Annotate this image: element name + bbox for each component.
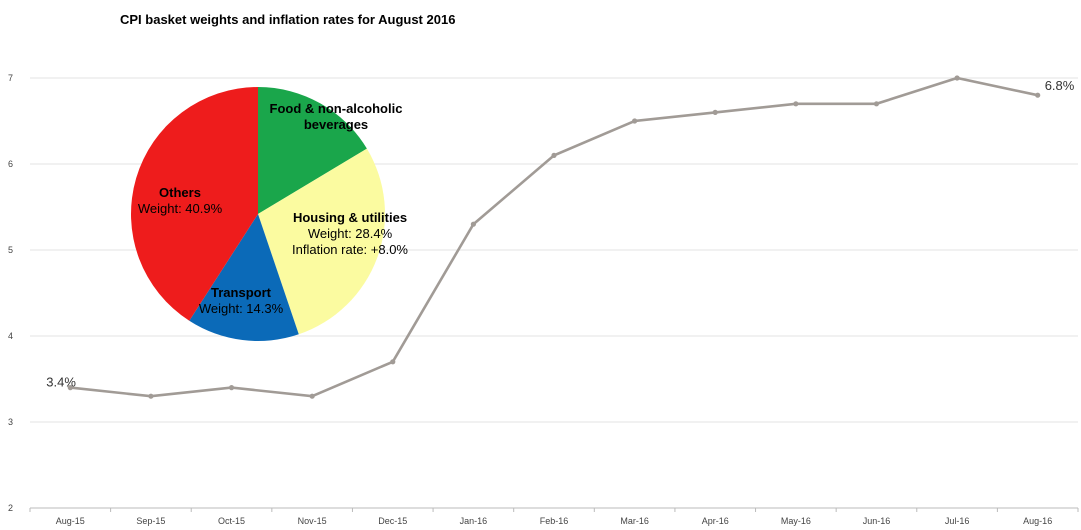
x-tick-label: May-16 — [781, 516, 811, 526]
y-tick-label: 4 — [8, 331, 13, 341]
data-label-last: 6.8% — [1045, 78, 1075, 93]
x-tick-label: Nov-15 — [298, 516, 327, 526]
pie-slice-label: Housing & utilities — [293, 210, 407, 225]
data-point — [470, 221, 476, 227]
x-tick-label: Apr-16 — [702, 516, 729, 526]
pie-slice-label: beverages — [304, 117, 368, 132]
x-tick-label: Jan-16 — [460, 516, 488, 526]
x-tick-label: Dec-15 — [378, 516, 407, 526]
data-point — [712, 109, 718, 115]
data-point — [551, 152, 557, 158]
x-tick-label: Mar-16 — [620, 516, 649, 526]
chart-title: CPI basket weights and inflation rates f… — [120, 12, 455, 27]
pie-slice — [258, 148, 385, 335]
data-point — [632, 118, 638, 124]
x-tick-label: Jul-16 — [945, 516, 970, 526]
cpi-line-series: 3.4% 6.8% — [46, 75, 1075, 399]
pie-slice-label: Food & non-alcoholic — [270, 101, 403, 116]
data-point — [793, 101, 799, 107]
x-tick-label: Feb-16 — [540, 516, 569, 526]
data-label-first: 3.4% — [46, 375, 76, 390]
data-point — [390, 359, 396, 365]
y-tick-label: 7 — [8, 73, 13, 83]
data-point — [309, 393, 315, 399]
pie-slice-label: Weight: 28.4% — [308, 226, 393, 241]
y-axis-ticks: 2 3 4 5 6 7 — [8, 73, 13, 513]
x-tick-label: Aug-15 — [56, 516, 85, 526]
pie-slice — [258, 87, 367, 214]
pie-slice-label: Others — [159, 185, 201, 200]
pie-slice — [189, 214, 299, 341]
y-tick-label: 3 — [8, 417, 13, 427]
x-tick-label: Jun-16 — [863, 516, 891, 526]
data-point — [228, 385, 235, 391]
pie-slice-label: Inflation rate: +8.0% — [292, 242, 408, 257]
pie-slice-label: Weight: 40.9% — [138, 201, 223, 216]
pie-slice — [131, 87, 258, 321]
x-tick-label: Sep-15 — [136, 516, 165, 526]
x-axis-ticks: Aug-15 Sep-15 Oct-15 Nov-15 Dec-15 Jan-16 Feb-… — [56, 516, 1052, 526]
y-tick-label: 5 — [8, 245, 13, 255]
data-point — [148, 393, 154, 399]
data-point — [1035, 92, 1041, 98]
pie-slice-label: Weight: 14.3% — [199, 301, 284, 316]
data-point — [67, 385, 73, 391]
y-tick-label: 6 — [8, 159, 13, 169]
x-tick-label: Oct-15 — [218, 516, 245, 526]
x-tick-label: Aug-16 — [1023, 516, 1052, 526]
y-tick-label: 2 — [8, 503, 13, 513]
pie-slice-label: Transport — [211, 285, 272, 300]
data-point — [873, 101, 880, 107]
data-point — [954, 75, 960, 81]
